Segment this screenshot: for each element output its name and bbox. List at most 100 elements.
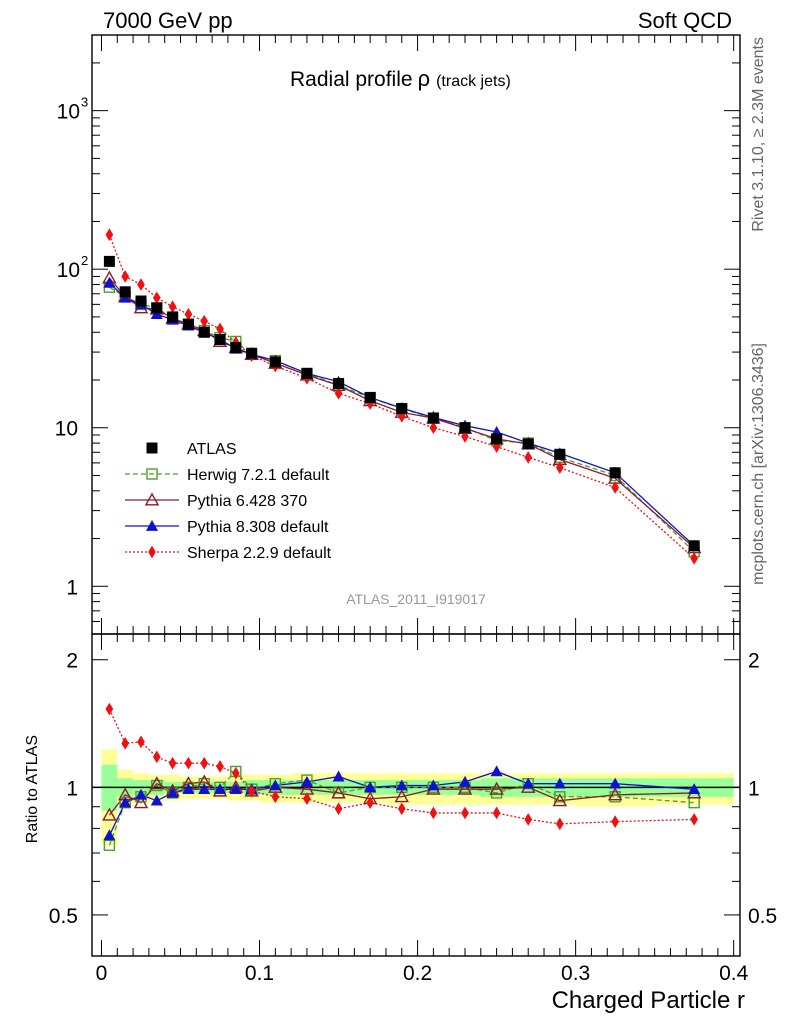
ratio-point <box>231 766 240 780</box>
ratio-point <box>137 735 145 749</box>
ratio-point <box>395 779 408 791</box>
ratio-point <box>397 802 406 816</box>
ratio-point <box>198 783 211 795</box>
header-right: Soft QCD <box>638 8 732 33</box>
ratio-point <box>216 760 224 773</box>
ratio-point <box>489 781 504 795</box>
ratio-point <box>522 777 535 789</box>
ratio-point <box>331 785 346 799</box>
ratio-tick-label-right: 1 <box>748 777 760 800</box>
data-point <box>105 228 114 242</box>
data-point <box>246 347 258 359</box>
ratio-point <box>427 779 440 791</box>
ratio-point <box>688 783 701 795</box>
data-point <box>200 314 209 328</box>
series-line-main <box>108 282 695 547</box>
ratio-point <box>457 781 473 795</box>
data-point <box>301 367 313 379</box>
ratio-point <box>200 756 209 770</box>
ratio-point <box>364 781 377 793</box>
ratio-point <box>611 815 619 828</box>
header-left: 7000 GeV pp <box>103 8 233 33</box>
ratio-point <box>102 807 117 821</box>
ratio-point <box>213 783 227 795</box>
ratio-axis-title: Ratio to ATLAS <box>24 735 41 843</box>
ratio-tick-label: 2 <box>66 650 78 673</box>
ratio-point <box>133 795 149 809</box>
legend-marker <box>146 442 158 454</box>
ratio-point <box>103 829 116 841</box>
legend-marker <box>146 468 158 480</box>
data-point <box>269 356 281 368</box>
x-tick-label: 0.3 <box>561 962 590 985</box>
ratio-point <box>461 806 469 820</box>
legend-marker <box>144 492 160 506</box>
legend: ATLAS Herwig 7.2.1 default Pythia 6.428 37… <box>125 441 332 562</box>
ratio-point <box>168 756 177 770</box>
legend-label: Pythia 6.428 370 <box>187 493 307 510</box>
data-point <box>555 461 564 474</box>
data-point <box>214 334 226 346</box>
plot-title-symbol: ρ <box>418 66 431 91</box>
data-point <box>151 302 163 314</box>
legend-label: Herwig 7.2.1 default <box>187 467 330 484</box>
data-point <box>491 433 503 445</box>
series-line-ratio <box>108 708 695 825</box>
data-point <box>688 540 700 552</box>
ratio-panel-frame <box>91 633 741 957</box>
legend-label: ATLAS <box>187 441 237 458</box>
ratio-point <box>184 756 193 770</box>
ratio-tick-label: 1 <box>66 777 78 800</box>
data-point <box>150 308 163 320</box>
data-point <box>427 412 439 424</box>
legend-marker <box>145 519 159 531</box>
y-tick-label: 1 <box>66 576 78 599</box>
ratio-point <box>121 737 130 750</box>
data-point <box>103 255 115 267</box>
ratio-point <box>366 796 375 809</box>
y-tick-exponent: 2 <box>81 253 88 268</box>
ratio-point <box>334 802 343 816</box>
x-axis-title: Charged Particle r <box>552 987 745 1014</box>
data-point <box>198 326 210 338</box>
analysis-watermark: ATLAS_2011_I919017 <box>346 591 486 607</box>
ratio-point <box>607 787 623 801</box>
ratio-point <box>555 817 564 831</box>
data-point <box>168 300 177 314</box>
legend-marker <box>148 545 156 559</box>
ratio-point <box>150 794 163 806</box>
ratio-point <box>149 776 165 790</box>
data-point <box>230 342 242 354</box>
data-point <box>119 286 131 298</box>
ratio-point <box>247 784 256 798</box>
data-point <box>121 270 130 283</box>
ratio-tick-label: 0.5 <box>49 905 78 928</box>
ratio-point <box>690 813 699 826</box>
data-point <box>167 311 179 323</box>
y-tick-label: 10 <box>57 259 80 282</box>
data-point <box>334 386 343 400</box>
data-point <box>184 307 193 321</box>
ratio-point <box>490 765 503 777</box>
data-point <box>152 291 161 305</box>
ratio-point <box>166 786 179 798</box>
series-line-ratio <box>108 770 695 836</box>
ratio-point <box>229 783 242 795</box>
plot-title-main: Radial profile <box>290 68 413 91</box>
ratio-point <box>119 796 132 808</box>
series-line-main <box>108 277 695 549</box>
data-point <box>429 421 438 435</box>
rivet-label: Rivet 3.1.10, ≥ 2.3M events <box>750 37 767 232</box>
ratio-point <box>553 777 566 789</box>
data-point <box>137 278 145 291</box>
ratio-point <box>552 793 568 807</box>
data-point <box>396 403 408 415</box>
y-tick-exponent: 3 <box>81 95 88 110</box>
series-line-main <box>108 234 695 559</box>
data-point <box>103 276 116 288</box>
ratio-point <box>609 777 622 789</box>
y-tick-label: 10 <box>57 101 80 124</box>
series-line-ratio <box>108 781 695 816</box>
ratio-point <box>303 792 311 806</box>
